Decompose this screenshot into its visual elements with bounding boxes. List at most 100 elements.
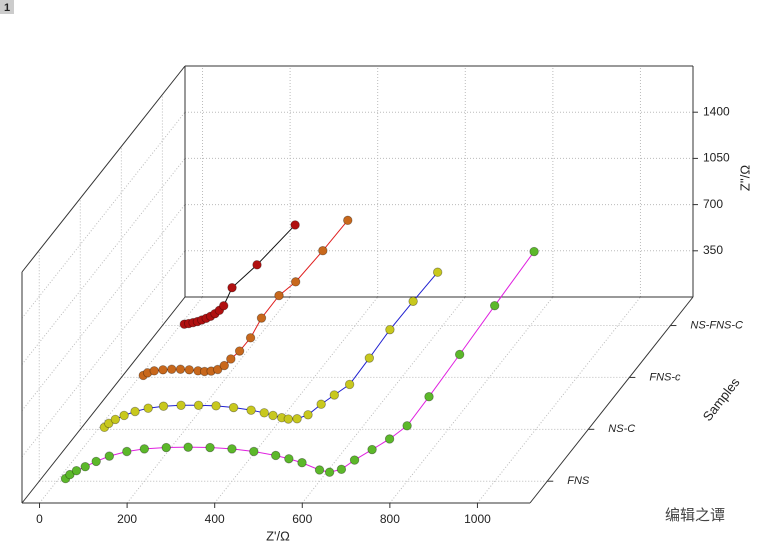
depth-tick-label: NS-FNS-C	[690, 319, 743, 331]
data-point	[402, 421, 412, 431]
series-line	[184, 224, 296, 325]
axis-frame	[21, 65, 186, 273]
data-point	[143, 403, 153, 413]
data-point	[91, 456, 101, 467]
z-tick-label: 1050	[703, 151, 730, 165]
z-axis-title: Z''/Ω	[737, 165, 752, 192]
data-point	[324, 467, 335, 477]
data-point	[367, 444, 377, 455]
depth-axis-title: Samples	[700, 374, 743, 423]
x-tick-label: 1000	[464, 512, 491, 526]
data-point	[316, 399, 326, 409]
x-tick-label: 600	[292, 512, 312, 526]
data-point	[234, 346, 245, 356]
axis-frame	[529, 296, 694, 504]
z-tick-label: 700	[703, 197, 723, 211]
data-point	[290, 277, 301, 287]
data-point	[284, 454, 294, 464]
data-point	[158, 401, 169, 411]
data-point	[384, 434, 395, 444]
data-point	[184, 365, 194, 375]
data-point	[183, 442, 193, 452]
data-point	[271, 450, 281, 461]
data-point	[161, 442, 171, 453]
data-point	[227, 444, 237, 454]
x-tick-label: 200	[117, 512, 137, 526]
data-point	[343, 215, 353, 226]
depth-tick-label: FNS	[567, 475, 590, 487]
data-point	[122, 446, 132, 457]
grid-line	[126, 296, 291, 504]
data-point	[71, 465, 82, 476]
data-point	[65, 469, 75, 480]
grid-line	[21, 158, 186, 365]
data-point	[349, 455, 360, 465]
data-point	[364, 353, 375, 363]
series-line	[142, 220, 349, 376]
data-point	[336, 464, 347, 475]
data-point	[408, 296, 418, 306]
data-point	[290, 220, 300, 230]
data-point	[219, 301, 229, 311]
z-tick-label: 1400	[703, 104, 730, 118]
x-tick-label: 0	[36, 512, 43, 526]
z-tick-label: 350	[703, 243, 723, 257]
data-point	[139, 444, 150, 454]
axis-frame	[21, 296, 186, 504]
series-line	[104, 271, 439, 428]
data-point	[80, 461, 90, 472]
data-point	[318, 246, 328, 256]
grid-line	[389, 296, 554, 504]
series-line	[65, 251, 535, 479]
depth-tick-label: NS-C	[608, 423, 635, 435]
data-point	[110, 414, 121, 425]
data-point	[175, 364, 186, 374]
data-point	[303, 410, 313, 420]
grid-line	[21, 111, 186, 319]
data-point	[297, 458, 307, 468]
x-axis-title: Z'/Ω	[266, 528, 290, 543]
data-point	[489, 300, 500, 311]
grid-line	[477, 296, 641, 504]
depth-tick-label: FNS-c	[649, 371, 681, 383]
data-point	[385, 324, 395, 335]
data-point	[176, 400, 186, 410]
data-point	[213, 364, 223, 375]
grid-line	[21, 204, 186, 411]
data-point	[454, 349, 465, 360]
data-point	[104, 418, 114, 429]
layer-badge	[0, 0, 14, 14]
data-point	[256, 313, 267, 323]
grid-line	[39, 296, 203, 504]
data-point	[104, 451, 115, 461]
data-point	[228, 402, 239, 413]
x-tick-label: 800	[380, 512, 400, 526]
data-point	[227, 282, 237, 293]
data-point	[205, 442, 215, 453]
layer-label: 1	[4, 2, 10, 14]
data-point	[211, 401, 221, 411]
data-point	[344, 379, 355, 390]
data-point	[226, 354, 236, 364]
data-point	[432, 267, 443, 277]
data-point	[245, 333, 256, 343]
data-point	[158, 365, 168, 375]
data-point	[252, 260, 262, 270]
data-point	[259, 408, 269, 418]
data-point	[219, 360, 229, 371]
data-point	[529, 246, 539, 257]
grid-line	[214, 296, 379, 504]
data-point	[268, 410, 278, 421]
data-point	[314, 465, 325, 475]
data-point	[424, 392, 434, 402]
data-point	[149, 366, 159, 376]
data-point	[329, 390, 340, 400]
data-point	[283, 414, 294, 424]
data-point	[130, 406, 140, 417]
data-point	[249, 446, 259, 457]
data-point	[167, 364, 177, 374]
data-point	[292, 414, 302, 424]
x-tick-label: 400	[205, 512, 225, 526]
data-point	[246, 405, 256, 415]
